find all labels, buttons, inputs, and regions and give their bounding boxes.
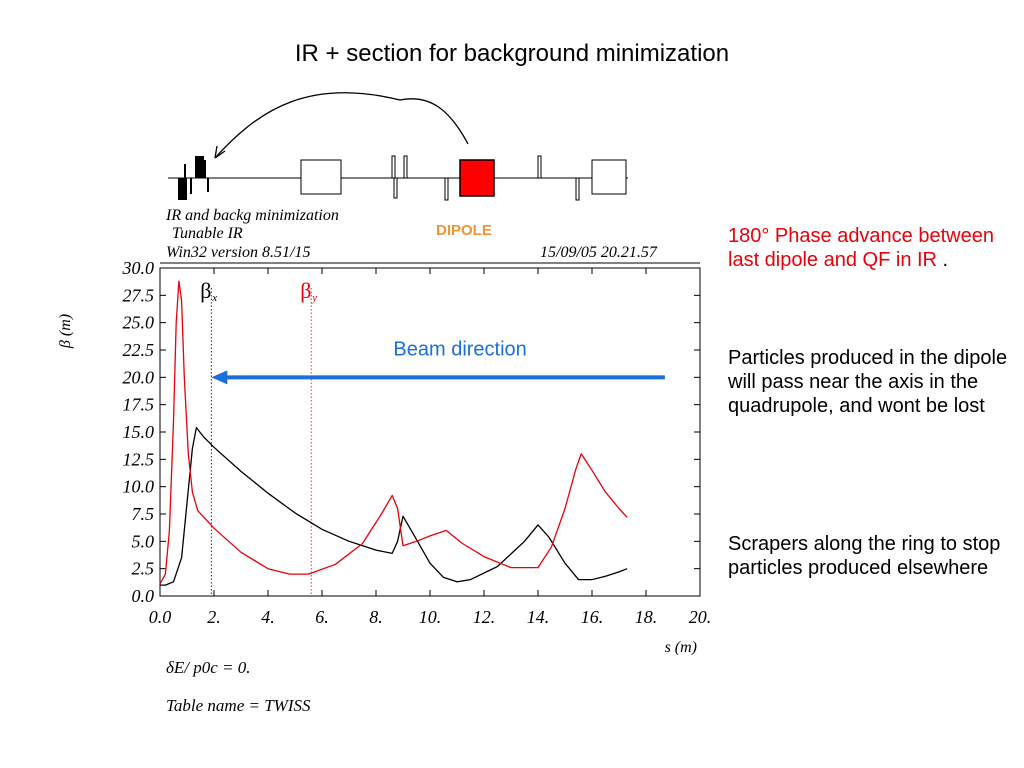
x-tick-label: 12. [473,607,496,627]
x-tick-label: 16. [581,607,604,627]
ir-quad-2 [190,178,192,194]
x-tick-label: 14. [527,607,550,627]
x-tick-label: 6. [315,607,329,627]
lattice-diagram [168,92,628,201]
beam-arrowhead-icon [211,370,228,385]
x-tick-label: 10. [419,607,442,627]
arrowhead-icon [214,145,226,159]
y-tick-label: 25.0 [123,313,155,333]
y-tick-label: 22.5 [123,340,155,360]
ir-quad-6 [184,164,186,178]
beam-direction-label: Beam direction [393,338,526,360]
y-tick-label: 20.0 [123,367,155,387]
phase-advance-tail: . [937,249,949,271]
y-tick-label: 7.5 [132,504,155,524]
y-tick-label: 12.5 [123,449,155,469]
run-datetime: 15/09/05 20.21.57 [540,244,657,261]
lattice-name: IR and backg minimization [166,207,339,224]
quad-thin-1c [393,177,398,199]
phase-advance-text: 180° Phase advance between last dipole a… [728,225,994,271]
ir-quad-3 [195,156,204,178]
y-tick-label: 15.0 [123,422,155,442]
dipole-label: DIPOLE [436,222,492,239]
y-tick-label: 2.5 [132,559,155,579]
quad-thin-2 [444,177,449,201]
ir-quad-1 [178,178,187,200]
quad-thin-4 [575,177,580,201]
beta-y-marker-label: β [300,278,311,303]
x-tick-label: 4. [261,607,275,627]
program-version: Win32 version 8.51/15 [166,244,311,261]
slide-title: IR + section for background minimization [294,40,730,67]
dipole-to-ir-arrow [214,92,469,159]
momentum-deviation: δE/ p0c = 0. [166,658,251,677]
beta-y-marker-sub: y [311,292,317,304]
x-tick-label: 2. [207,607,221,627]
x-axis-label: s (m) [665,639,697,655]
series-line-beta-x [160,426,628,586]
x-tick-label: 8. [369,607,383,627]
beta-function-chart: 0.0 2.5 5.0 7.5 10.0 12.5 15.0 17.5 20.0 22.5 25.0… [57,258,712,655]
y-axis-label: β (m) [57,314,74,349]
series-line-beta-y [159,280,628,585]
plot-frame [159,267,701,597]
y-tick-label: 27.5 [123,285,155,305]
y-tick-label: 10.0 [123,477,155,497]
ir-quad-5 [207,178,209,192]
phase-advance-note: 180° Phase advance between last dipole a… [728,224,1018,272]
beta-x-marker-sub: x [211,292,217,304]
y-tick-label: 0.0 [132,586,155,606]
scrapers-note: Scrapers along the ring to stop particle… [728,533,1001,579]
particles-note: Particles produced in the dipole will pa… [728,347,1008,417]
quad-thin-1b [403,155,408,179]
x-tick-label: 20. [689,607,712,627]
x-tick-label: 18. [635,607,658,627]
y-tick-label: 5.0 [132,531,155,551]
x-tick-label: 0.0 [149,607,172,627]
quad-thin-1a [391,155,396,179]
dipole-box-1 [300,159,342,195]
dipole-box-red [459,159,495,197]
y-tick-label: 17.5 [123,395,155,415]
quad-thin-3 [537,155,542,179]
y-tick-label: 30.0 [122,258,155,278]
table-name: Table name = TWISS [166,696,311,715]
beta-x-marker-label: β [200,278,211,303]
ir-quad-4 [204,160,206,178]
dipole-box-2 [591,159,627,195]
lattice-subtitle: Tunable IR [172,225,243,242]
